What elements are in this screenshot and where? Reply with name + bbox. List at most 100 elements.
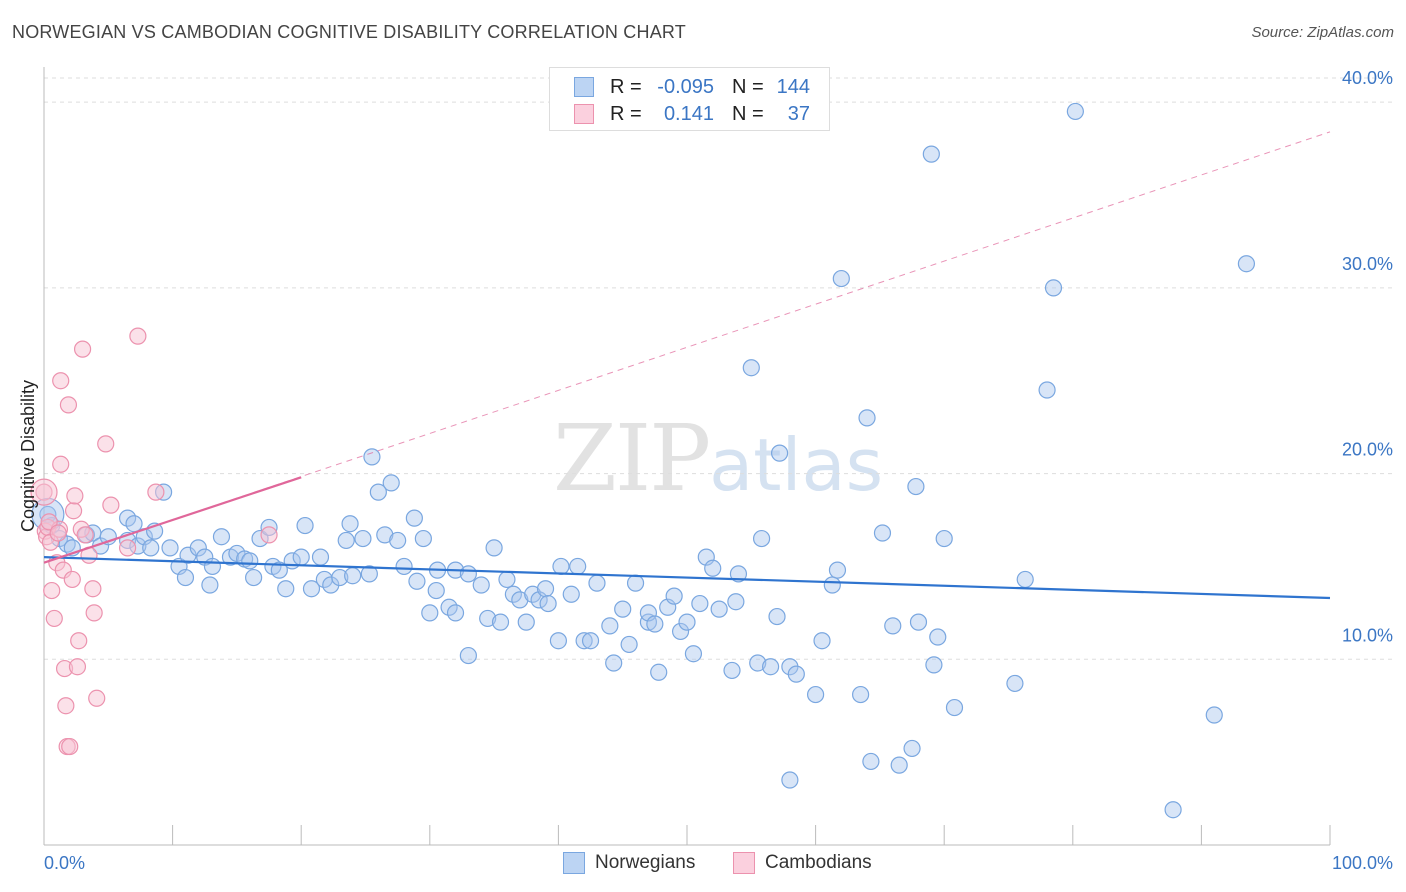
norwegian-point [742, 359, 760, 377]
norwegian-point [678, 613, 696, 631]
cambodian-point [57, 697, 75, 715]
norwegian-point [601, 617, 619, 635]
norwegian-point [302, 580, 321, 598]
norwegian-point [903, 739, 921, 758]
norwegian-point [369, 483, 387, 501]
y-tick-label: 30.0% [1342, 254, 1393, 274]
cambodian-point [66, 487, 84, 505]
norwegian-point [176, 568, 195, 587]
norwegian-point [536, 580, 555, 598]
norwegian-point [1164, 801, 1182, 819]
norwegian-points [31, 102, 1256, 819]
norwegian-point [569, 557, 587, 576]
tick-labels: 10.0% 20.0% 30.0% 40.0% 0.0% 100.0% [44, 68, 1393, 873]
watermark-zip: ZIP [553, 405, 711, 512]
cambodian-point [52, 372, 70, 390]
norwegian-point [427, 581, 445, 600]
norwegian-point [539, 594, 557, 613]
norwegian-point [1237, 255, 1256, 273]
bottom-legend-norwegians: Norwegians [563, 852, 695, 874]
norwegian-point [605, 654, 623, 672]
y-tick-label: 10.0% [1342, 625, 1393, 645]
cambodian-point [40, 513, 58, 531]
cambodian-point [102, 496, 120, 514]
norwegian-point [344, 567, 362, 585]
norwegian-point [909, 613, 928, 631]
legend-swatch-cambodians [574, 104, 594, 124]
norwegian-point [241, 552, 259, 570]
x-tick-label: 0.0% [44, 853, 85, 873]
norwegian-point [723, 661, 741, 680]
norwegian-point [376, 526, 394, 544]
cambodian-point [84, 580, 102, 598]
correlation-legend: R = -0.095 N = 144 R = 0.141 N = 37 [549, 67, 830, 131]
norwegian-point [331, 568, 349, 587]
norwegian-point [203, 557, 222, 576]
x-tick-label: 100.0% [1332, 853, 1393, 873]
norwegian-point [727, 593, 745, 611]
cambodian-point [68, 658, 87, 676]
norwegian-point [270, 561, 288, 579]
legend-n-label: N = [732, 102, 764, 125]
norwegian-point [395, 557, 413, 576]
norwegian-point [828, 561, 847, 579]
norwegian-point [768, 607, 786, 626]
norwegian-point [161, 539, 179, 557]
cambodian-point [118, 539, 137, 557]
norwegian-point [620, 635, 638, 654]
bottom-legend-cambodians: Cambodians [733, 852, 872, 874]
cambodian-point [43, 581, 61, 600]
cambodian-point [52, 455, 70, 473]
norwegian-point [852, 685, 870, 704]
cambodian-point [70, 632, 88, 650]
norwegian-point [781, 771, 799, 789]
norwegian-point [832, 269, 850, 288]
cambodian-point [64, 502, 83, 520]
bottom-legend-label-norwegians: Norwegians [595, 852, 696, 873]
legend-r-value: 0.141 [663, 102, 714, 125]
norwegian-point [363, 448, 381, 466]
legend-r-label: R = [610, 102, 642, 125]
norwegian-point [671, 622, 690, 641]
norwegian-point [549, 632, 568, 650]
legend-n-label: N = [732, 75, 764, 98]
norwegian-point [858, 409, 876, 427]
norwegian-point [311, 548, 330, 566]
trend-lines [43, 131, 1331, 600]
norwegian-point [485, 539, 503, 557]
norwegian-point [684, 645, 703, 663]
cambodian-point [147, 483, 165, 501]
norwegian-point [907, 477, 925, 496]
norwegian-point [245, 568, 263, 587]
norwegian-point [770, 444, 789, 462]
norwegian-point [922, 145, 940, 163]
norwegian-point [472, 576, 490, 594]
norwegian-point [823, 576, 841, 594]
norwegian-point [884, 617, 902, 635]
norwegian-point [292, 548, 310, 566]
norwegian-point [405, 509, 423, 527]
norwegian-point [1066, 102, 1084, 121]
norwegian-point [614, 600, 632, 618]
cambodian-point [63, 570, 81, 589]
norwegian-point [890, 756, 908, 774]
norwegian-point [337, 531, 355, 550]
norwegian-point [665, 587, 683, 605]
y-tick-label: 40.0% [1342, 68, 1393, 88]
norwegian-point [479, 609, 497, 628]
norwegian-point [691, 594, 709, 613]
norwegian-point [201, 576, 219, 594]
zipatlas-watermark: ZIPatlas [553, 405, 883, 512]
norwegian-point [862, 752, 880, 771]
norwegian-point [925, 656, 943, 674]
cambodian-point-large [30, 478, 58, 506]
legend-n-value: 144 [776, 75, 810, 98]
cambodian-point [49, 524, 67, 542]
norwegian-point [710, 600, 728, 618]
norwegian-point [552, 557, 570, 576]
norwegian-point [575, 632, 593, 650]
norwegian-point [142, 539, 160, 557]
norwegian-point [1006, 674, 1024, 693]
norwegian-point [588, 574, 606, 592]
norwegian-point [626, 574, 645, 592]
